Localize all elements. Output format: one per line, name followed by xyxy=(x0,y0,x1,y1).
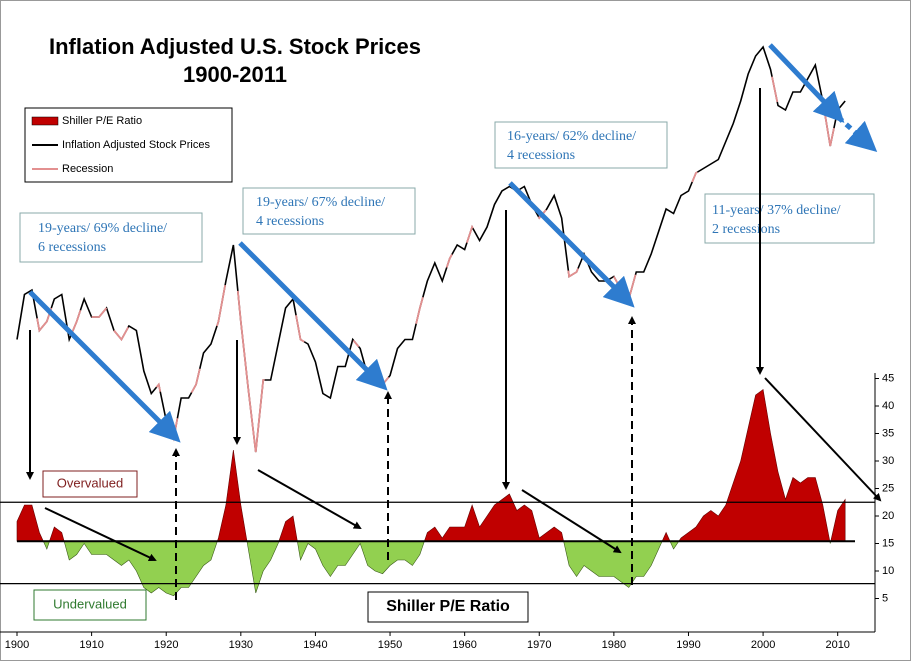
y2-tick-label: 25 xyxy=(882,482,894,494)
annotation: 19-years/ 67% decline/ xyxy=(256,195,385,210)
annotation-box xyxy=(704,193,875,244)
recession-segment xyxy=(295,315,305,343)
trend-arrow xyxy=(508,181,635,308)
overvalued-label: Overvalued xyxy=(57,475,123,490)
recession-segment xyxy=(113,326,129,342)
legend-label: Shiller P/E Ratio xyxy=(62,115,142,127)
pointer-arrow xyxy=(521,489,622,554)
trend-arrow xyxy=(238,241,388,391)
x-tick-label: 1930 xyxy=(229,639,253,651)
chart-subtitle: 1900-2011 xyxy=(183,62,287,87)
annotation: 4 recessions xyxy=(256,214,324,229)
pointer-arrow xyxy=(257,469,362,529)
recession-segment xyxy=(71,309,82,333)
recession-segment xyxy=(466,224,474,244)
chart-title: Inflation Adjusted U.S. Stock Prices xyxy=(49,34,421,59)
legend-swatch xyxy=(31,116,59,126)
overvalued-box xyxy=(42,470,138,498)
undervalued-label: Undervalued xyxy=(53,596,127,611)
annotations: 19-years/ 69% decline/ 6 recessions 19-y… xyxy=(19,121,875,623)
pointer-arrow xyxy=(44,507,157,562)
x-tick-label: 1950 xyxy=(378,639,402,651)
recession-segment xyxy=(624,274,637,301)
pointer-arrow xyxy=(764,377,882,502)
y2-tick-label: 15 xyxy=(882,537,894,549)
pe-area-above xyxy=(16,388,846,542)
x-tick-label: 1980 xyxy=(602,639,626,651)
x-tick-label: 1990 xyxy=(676,639,700,651)
legend-label: Inflation Adjusted Stock Prices xyxy=(62,139,210,151)
arrows xyxy=(26,43,882,600)
x-tick-label: 1900 xyxy=(5,639,29,651)
recession-segment xyxy=(613,276,619,284)
y2-tick-label: 5 xyxy=(882,592,888,604)
annotation: 4 recessions xyxy=(507,148,575,163)
recession-segment xyxy=(352,339,360,348)
pe-label-box xyxy=(367,591,529,623)
recession-segment xyxy=(36,307,53,333)
pe-label: Shiller P/E Ratio xyxy=(386,598,510,615)
recession-segment xyxy=(236,290,265,453)
y2-tick-label: 30 xyxy=(882,455,894,467)
legend-label: Recession xyxy=(62,163,113,175)
undervalued-box xyxy=(33,589,147,621)
trend-arrow xyxy=(28,290,181,443)
legend-box xyxy=(24,107,233,183)
annotation: 16-years/ 62% decline/ xyxy=(507,129,636,144)
price-line xyxy=(16,45,846,453)
annotation: 6 recessions xyxy=(38,240,106,255)
y2-tick-label: 10 xyxy=(882,565,894,577)
x-tick-label: 1940 xyxy=(303,639,327,651)
annotation: 11-years/ 37% decline/ xyxy=(712,203,841,218)
recession-segment xyxy=(691,171,698,183)
annotation-box xyxy=(242,187,416,235)
y2-tick-label: 35 xyxy=(882,427,894,439)
recession-segment xyxy=(771,76,779,103)
x-tick-label: 2010 xyxy=(825,639,849,651)
recession-segment xyxy=(155,382,162,392)
recession-segment xyxy=(415,296,424,324)
pe-area-below xyxy=(16,541,846,597)
recession-segment xyxy=(216,284,227,327)
recession-segment xyxy=(91,307,108,318)
recession-segment xyxy=(567,268,579,278)
annotation-box xyxy=(19,212,203,263)
annotation: 2 recessions xyxy=(712,222,780,237)
trend-arrow xyxy=(836,115,878,152)
x-tick-label: 2000 xyxy=(751,639,775,651)
recession-segment xyxy=(190,368,201,394)
recession-segment xyxy=(381,376,390,387)
trend-arrow xyxy=(768,43,845,123)
x-tick-label: 1970 xyxy=(527,639,551,651)
x-tick-label: 1960 xyxy=(452,639,476,651)
y2-tick-label: 40 xyxy=(882,400,894,412)
x-tick-label: 1920 xyxy=(154,639,178,651)
y2-tick-label: 45 xyxy=(882,372,894,384)
legend: Shiller P/E Ratio Inflation Adjusted Sto… xyxy=(24,107,233,183)
recession-segment xyxy=(537,209,547,220)
x-tick-label: 1910 xyxy=(79,639,103,651)
annotation-box xyxy=(494,121,668,169)
recession-segment xyxy=(445,254,453,268)
annotation: 19-years/ 69% decline/ xyxy=(38,221,167,236)
y2-tick-label: 20 xyxy=(882,510,894,522)
